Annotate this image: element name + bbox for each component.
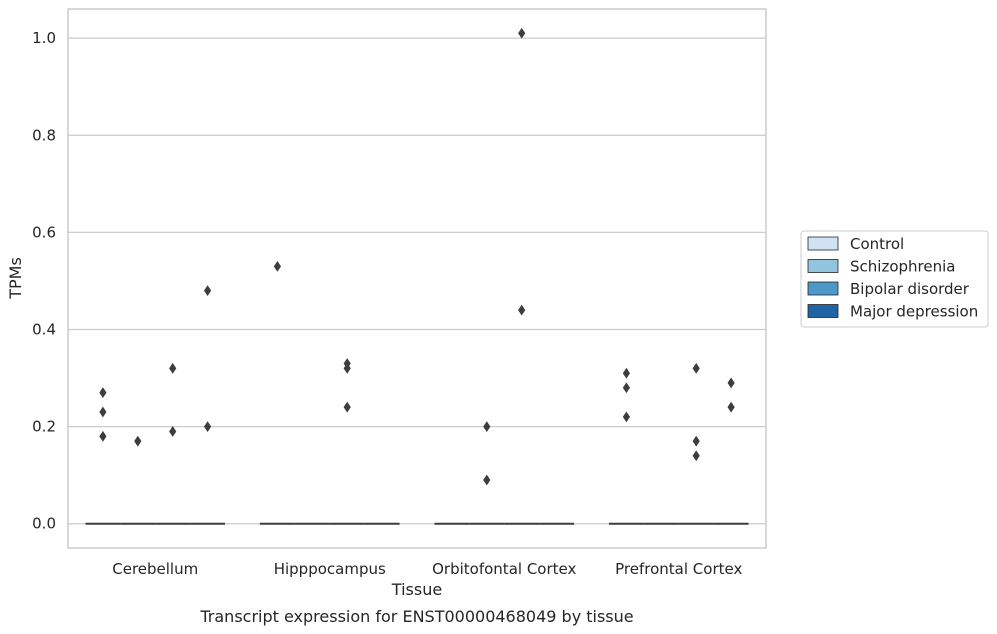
- y-tick-label: 0.8: [32, 126, 56, 144]
- legend-swatch: [807, 259, 839, 273]
- legend-frame: [800, 230, 989, 328]
- outlier-point: [99, 430, 107, 442]
- y-tick-labels: 0.0 0.2 0.4 0.6 0.8 1.0: [32, 29, 56, 533]
- legend-swatch: [807, 281, 839, 296]
- outlier-point: [692, 362, 700, 374]
- outlier-point: [692, 450, 700, 462]
- plot-frame: [67, 8, 767, 549]
- x-axis-label: Tissue: [391, 580, 442, 599]
- y-tick-label: 0.0: [32, 515, 56, 533]
- x-tick-label: Orbitofontal Cortex: [432, 560, 576, 578]
- outlier-point: [169, 362, 177, 374]
- x-tick-labels: Cerebellum Hipppocampus Orbitofontal Corte…: [112, 560, 742, 578]
- outlier-point: [343, 401, 351, 413]
- chart-caption: Transcript expression for ENST0000046804…: [199, 607, 633, 626]
- y-axis-label: TPMs: [6, 257, 25, 300]
- outlier-point: [343, 362, 351, 374]
- outlier-point: [518, 27, 526, 39]
- outlier-point: [727, 401, 735, 413]
- outlier-point: [727, 377, 735, 389]
- x-tick-label: Prefrontal Cortex: [615, 560, 742, 578]
- x-tick-label: Hipppocampus: [274, 560, 386, 578]
- outlier-point: [99, 406, 107, 418]
- outlier-point: [204, 285, 212, 297]
- y-tick-label: 0.4: [32, 320, 56, 338]
- legend-swatch: [807, 304, 839, 318]
- outlier-point: [134, 435, 142, 447]
- legend-label: Control: [850, 235, 904, 253]
- legend: Control Schizophrenia Bipolar disorder Majo…: [800, 230, 989, 328]
- y-tick-label: 1.0: [32, 29, 56, 47]
- outlier-point: [483, 421, 491, 433]
- outlier-points: [99, 27, 735, 486]
- outlier-point: [99, 387, 107, 399]
- outlier-point: [622, 411, 630, 423]
- outlier-point: [273, 260, 281, 272]
- x-tick-label: Cerebellum: [112, 560, 198, 578]
- outlier-point: [169, 426, 177, 437]
- outlier-point: [204, 421, 212, 433]
- legend-label: Major depression: [850, 303, 978, 321]
- legend-label: Schizophrenia: [850, 258, 955, 276]
- outlier-point: [622, 367, 630, 379]
- outlier-point: [622, 382, 630, 394]
- legend-label: Bipolar disorder: [850, 280, 970, 298]
- outlier-point: [518, 304, 526, 316]
- outlier-point: [483, 474, 491, 486]
- y-tick-label: 0.6: [32, 223, 56, 241]
- y-tick-label: 0.2: [32, 418, 56, 436]
- grid-lines: [68, 37, 766, 525]
- outlier-point: [692, 435, 700, 447]
- legend-swatch: [807, 236, 839, 251]
